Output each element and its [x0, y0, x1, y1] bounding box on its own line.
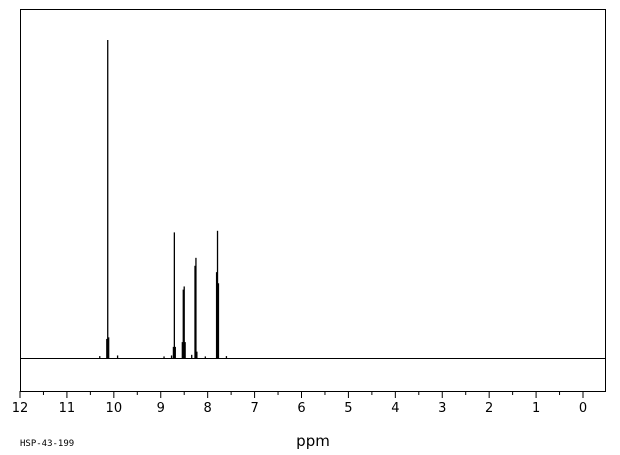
x-tick-label-10: 10 — [106, 401, 123, 416]
x-axis-label: ppm — [296, 432, 330, 450]
x-tick-label-4: 4 — [391, 401, 399, 416]
sample-code-label: HSP-43-199 — [20, 439, 74, 449]
x-axis-ticks: 12 11 10 9 8 7 6 5 4 3 2 1 0 — [12, 391, 587, 416]
x-tick-label-0: 0 — [579, 401, 587, 416]
x-tick-label-8: 8 — [204, 401, 212, 416]
peaks-group — [99, 40, 228, 358]
x-tick-label-7: 7 — [250, 401, 258, 416]
x-tick-label-11: 11 — [59, 401, 76, 416]
x-tick-label-6: 6 — [297, 401, 305, 416]
x-tick-label-3: 3 — [438, 401, 446, 416]
x-tick-label-5: 5 — [344, 401, 352, 416]
plot-frame — [20, 9, 606, 392]
x-tick-label-2: 2 — [485, 401, 493, 416]
x-tick-label-1: 1 — [532, 401, 540, 416]
x-tick-label-12: 12 — [12, 401, 29, 416]
x-tick-label-9: 9 — [157, 401, 165, 416]
